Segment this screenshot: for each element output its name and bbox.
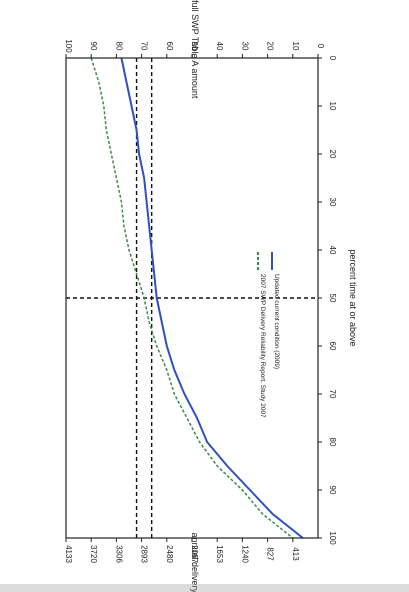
legend-label: 2007 SWP Delivery Reliability Report, St…: [259, 274, 266, 418]
legend-layer: 2007 SWP Delivery Reliability Report, St…: [257, 252, 280, 418]
yr-tick-label: 0: [316, 44, 325, 49]
legend-label: Updated current condition (2009): [273, 274, 280, 369]
x-tick-label: 60: [328, 342, 337, 351]
x-tick-label: 40: [328, 246, 337, 255]
yr-tick-label: 80: [114, 42, 123, 51]
x-tick-label: 0: [328, 56, 337, 61]
yl-tick-label: 2480: [165, 545, 174, 563]
x-axis-label: percent time at or above: [348, 249, 358, 346]
x-tick-label: 10: [328, 102, 337, 111]
x-tick-label: 100: [328, 531, 337, 545]
series-2007-line: [90, 57, 294, 539]
yr-tick-label: 10: [291, 42, 300, 51]
yr-axis-label: percent of full SWP Table A amount: [190, 0, 200, 99]
yr-tick-label: 50: [190, 42, 199, 51]
x-tick-label: 90: [328, 486, 337, 495]
yr-tick-label: 40: [215, 42, 224, 51]
yl-tick-label: 827: [266, 547, 275, 561]
yl-tick-label: 4133: [64, 545, 73, 563]
x-tick-label: 80: [328, 438, 337, 447]
yr-tick-label: 70: [140, 42, 149, 51]
yr-tick-label: 30: [240, 42, 249, 51]
x-tick-label: 50: [328, 294, 337, 303]
yr-tick-label: 90: [89, 42, 98, 51]
yl-tick-label: 2067: [190, 545, 199, 563]
yl-tick-label: 2893: [140, 545, 149, 563]
yl-tick-label: 1653: [215, 545, 224, 563]
yl-axis-label: annual delivery (taf): [190, 532, 200, 592]
yr-tick-label: 100: [64, 39, 73, 53]
x-tick-label: 20: [328, 150, 337, 159]
yr-tick-label: 20: [266, 42, 275, 51]
x-tick-label: 70: [328, 390, 337, 399]
yr-tick-label: 60: [165, 42, 174, 51]
scan-bottom-strip: [0, 584, 409, 592]
yl-tick-label: 3720: [89, 545, 98, 563]
series-2009-line: [120, 57, 304, 539]
x-tick-label: 30: [328, 198, 337, 207]
yl-tick-label: 1240: [240, 545, 249, 563]
yl-tick-label: 413: [291, 547, 300, 561]
yl-tick-label: 3306: [114, 545, 123, 563]
plot-layer: [66, 57, 318, 539]
